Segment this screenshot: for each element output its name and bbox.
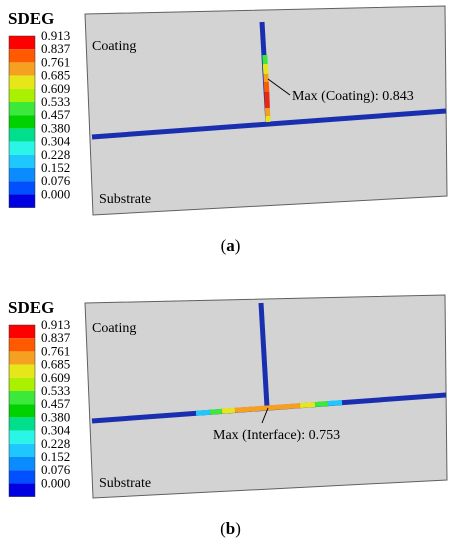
caption-b: (b) xyxy=(220,519,241,538)
panel-a-figure: SDEG 0.9130.8370.7610.6850.6090.5330.457… xyxy=(8,5,448,216)
panel-b-figure: SDEG 0.9130.8370.7610.6850.6090.5330.457… xyxy=(8,294,448,499)
legend-value: 0.304 xyxy=(41,134,71,149)
legend-swatch xyxy=(9,457,35,471)
legend-swatch xyxy=(9,49,35,63)
legend-frame xyxy=(8,35,36,208)
panel-a: SDEG 0.913 0.837 0.761 0.685 0.609 0.533 0.457… xyxy=(8,5,448,255)
legend-swatch xyxy=(9,75,35,89)
legend-value: 0.685 xyxy=(41,68,70,83)
legend-value: 0.913 xyxy=(41,317,70,332)
legend-value: 0.228 xyxy=(41,147,70,162)
legend-title: SDEG xyxy=(8,9,54,28)
legend-values: 0.9130.8370.7610.6850.6090.5330.4570.380… xyxy=(41,28,71,201)
legend-value: 0.380 xyxy=(41,409,70,424)
substrate-label: Substrate xyxy=(99,476,151,491)
annotation-leader xyxy=(267,78,291,96)
legend-swatch xyxy=(9,377,35,391)
panel-b: SDEG 0.913 0.837 0.761 0.685 0.609 0.533 0.457… xyxy=(0,275,461,550)
legend-swatch xyxy=(9,88,35,102)
legend-value: 0.076 xyxy=(41,462,71,477)
legend-value: 0.000 xyxy=(41,475,70,490)
legend-value: 0.457 xyxy=(41,396,71,411)
legend-value: 0.457 xyxy=(41,107,71,122)
legend-swatch xyxy=(9,168,35,182)
legend-swatch xyxy=(9,391,35,405)
legend-value: 0.761 xyxy=(41,343,70,358)
legend-value: 0.913 xyxy=(41,28,70,43)
legend-swatch xyxy=(9,325,35,339)
legend-swatch xyxy=(9,338,35,352)
legend-swatch xyxy=(9,154,35,168)
legend-value: 0.609 xyxy=(41,81,70,96)
legend-title: SDEG xyxy=(8,298,54,317)
coating-crack-damage xyxy=(262,54,271,123)
legend-swatch xyxy=(9,181,35,195)
legend-swatch xyxy=(9,128,35,142)
legend-value: 0.304 xyxy=(41,423,71,438)
legend-value: 0.837 xyxy=(41,330,71,345)
legend-value: 0.761 xyxy=(41,54,70,69)
legend-swatch xyxy=(9,141,35,155)
legend-swatch xyxy=(9,351,35,365)
legend-swatch xyxy=(9,417,35,431)
interface-crack xyxy=(91,108,447,140)
legend-frame xyxy=(8,324,36,497)
max-interface-annotation: Max (Interface): 0.753 xyxy=(213,428,340,443)
legend-swatch xyxy=(9,443,35,457)
legend-value: 0.380 xyxy=(41,120,70,135)
legend-swatch xyxy=(9,404,35,418)
legend-values: 0.9130.8370.7610.6850.6090.5330.4570.380… xyxy=(41,317,71,490)
caption-a: (a) xyxy=(220,236,241,255)
legend-swatch xyxy=(9,470,35,484)
legend-value: 0.837 xyxy=(41,41,71,56)
legend-swatch xyxy=(9,36,35,50)
legend-swatch xyxy=(9,430,35,444)
legend-swatches xyxy=(8,324,36,497)
legend-swatch xyxy=(9,115,35,129)
legend-swatches xyxy=(8,35,36,208)
legend-value: 0.228 xyxy=(41,436,70,451)
annotation-leader xyxy=(261,407,269,424)
legend-swatch xyxy=(9,62,35,76)
coating-label: Coating xyxy=(92,39,136,54)
legend-value: 0.533 xyxy=(41,94,70,109)
substrate-label: Substrate xyxy=(99,192,151,207)
legend-value: 0.533 xyxy=(41,383,70,398)
legend-value: 0.000 xyxy=(41,186,70,201)
legend-value: 0.152 xyxy=(41,160,70,175)
coating-label: Coating xyxy=(92,321,136,336)
legend-swatch xyxy=(9,102,35,116)
legend-value: 0.609 xyxy=(41,370,70,385)
legend-swatch xyxy=(9,194,35,208)
max-coating-annotation: Max (Coating): 0.843 xyxy=(292,89,414,104)
coating-crack xyxy=(258,302,270,408)
legend-value: 0.685 xyxy=(41,357,70,372)
legend-swatch xyxy=(9,364,35,378)
legend-value: 0.076 xyxy=(41,173,71,188)
legend-swatch xyxy=(9,483,35,497)
legend-value: 0.152 xyxy=(41,449,70,464)
